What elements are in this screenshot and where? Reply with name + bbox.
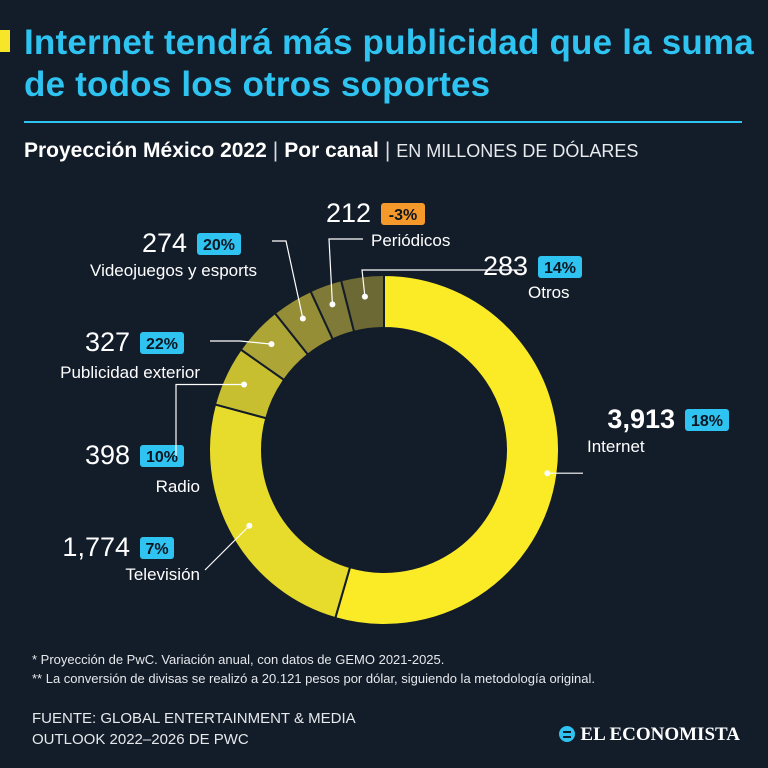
internet-change: 18% — [691, 413, 723, 430]
value-internet: 3,913 — [607, 404, 675, 434]
category-publicidad-exterior: Publicidad exterior — [60, 363, 200, 382]
leader-line-radio — [175, 383, 245, 456]
category-videojuegos-y-esports: Videojuegos y esports — [90, 261, 257, 280]
footnotes: * Proyección de PwC. Variación anual, co… — [32, 650, 595, 688]
category-periodicos: Periódicos — [371, 231, 450, 250]
leader-line-periodicos — [328, 238, 363, 305]
subtitle-main: Proyección México 2022 — [24, 139, 267, 162]
value-radio: 398 — [85, 440, 130, 470]
periodicos-change: -3% — [389, 207, 417, 224]
otros-change: 14% — [544, 260, 576, 277]
subtitle-unit: EN MILLONES DE DÓLARES — [396, 141, 639, 161]
source: FUENTE: GLOBAL ENTERTAINMENT & MEDIA OUT… — [32, 708, 356, 750]
leader-line-television — [204, 525, 250, 571]
subtitle-separator: | — [384, 139, 391, 162]
subtitle-channel: Por canal — [284, 139, 379, 162]
television-change: 7% — [145, 541, 168, 558]
leader-line-videojuegos-y-esports — [272, 240, 304, 319]
radio-badge — [140, 445, 184, 467]
category-television: Televisión — [125, 565, 200, 584]
source-line-1: FUENTE: GLOBAL ENTERTAINMENT & MEDIA — [32, 710, 356, 727]
category-otros: Otros — [528, 283, 570, 302]
source-line-2: OUTLOOK 2022–2026 DE PWC — [32, 731, 249, 748]
accent-bar — [0, 30, 10, 52]
value-television: 1,774 — [62, 532, 130, 562]
subtitle-separator: | — [272, 139, 279, 162]
slice-otros — [339, 273, 385, 333]
periodicos-badge — [381, 203, 425, 225]
title-divider — [24, 121, 742, 123]
internet-badge — [685, 409, 729, 431]
logo-text: EL ECONOMISTA — [580, 724, 740, 745]
subtitle: Proyección México 2022 | Por canal | EN MILL… — [24, 139, 638, 163]
leader-line-publicidad-exterior — [210, 340, 272, 345]
radio-change: 10% — [146, 449, 178, 466]
el-economista-logo-icon — [559, 726, 576, 742]
footnote-1: * Proyección de PwC. Variación anual, co… — [32, 652, 445, 667]
value-publicidad-exterior: 327 — [85, 327, 130, 357]
slice-internet — [334, 273, 560, 626]
publicidad-exterior-change: 22% — [146, 336, 178, 353]
page-title: Internet tendrá más publicidad que la su… — [24, 23, 754, 104]
otros-badge — [538, 256, 582, 278]
value-otros: 283 — [483, 251, 528, 281]
leader-line-otros — [361, 269, 522, 297]
category-internet: Internet — [587, 437, 645, 456]
value-periodicos: 212 — [326, 198, 371, 228]
television-badge — [140, 537, 174, 559]
videojuegos-y-esports-badge — [197, 233, 241, 255]
videojuegos-y-esports-change: 20% — [203, 237, 235, 254]
publicidad-exterior-badge — [140, 332, 184, 354]
category-radio: Radio — [156, 477, 200, 496]
slice-television — [208, 403, 352, 620]
value-videojuegos-y-esports: 274 — [142, 228, 187, 258]
footnote-2: ** La conversión de divisas se realizó a… — [32, 671, 595, 686]
logo: EL ECONOMISTA — [559, 724, 740, 746]
